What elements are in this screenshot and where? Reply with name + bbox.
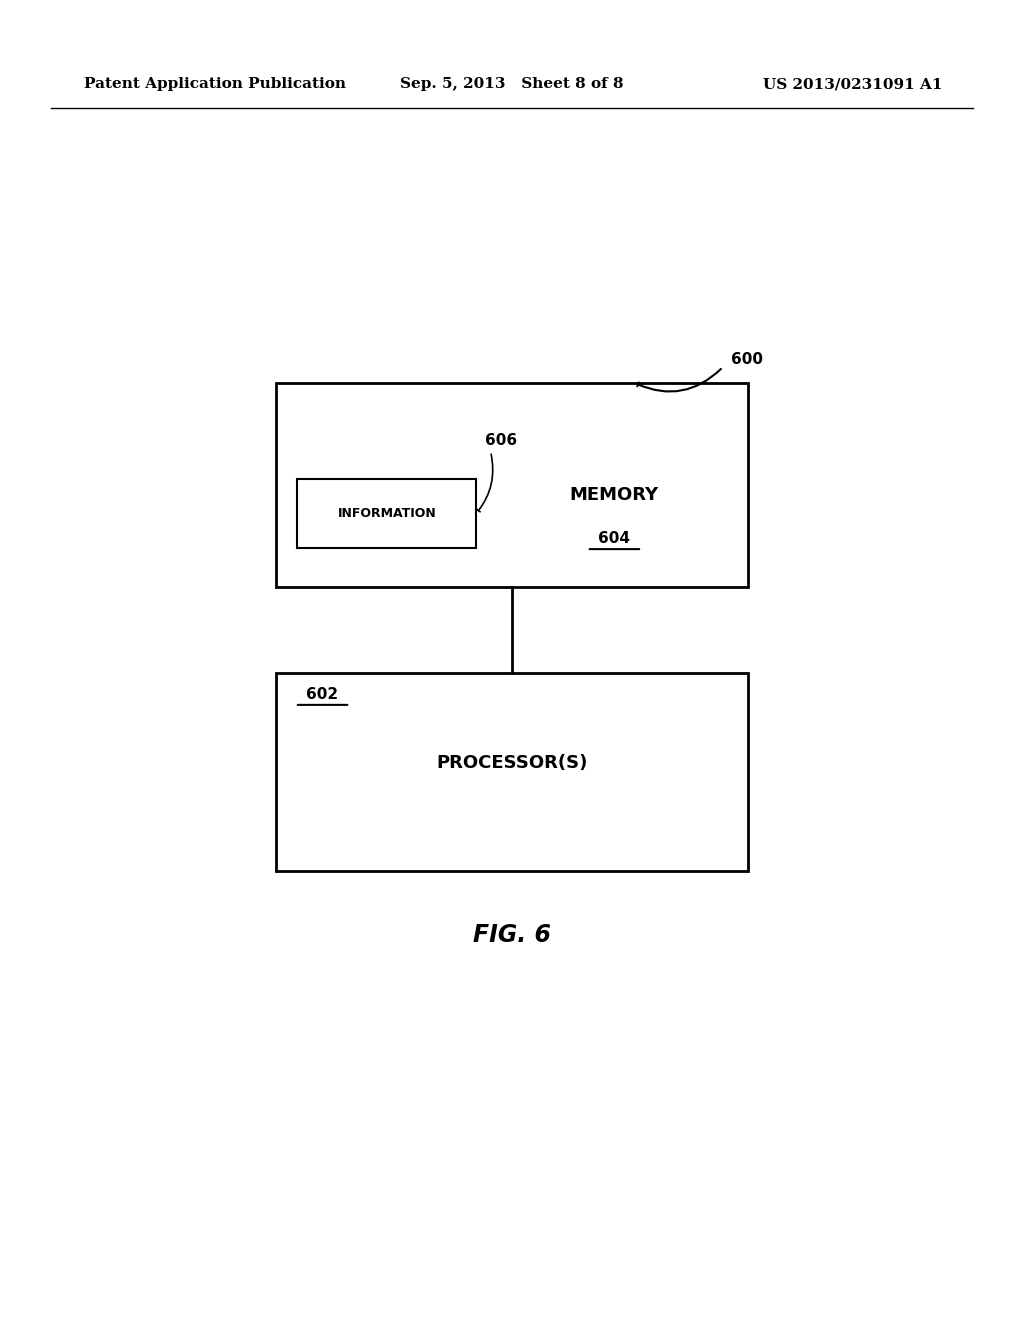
FancyBboxPatch shape [276,383,748,587]
Text: 600: 600 [731,351,763,367]
Text: FIG. 6: FIG. 6 [473,923,551,946]
Text: 606: 606 [485,433,517,449]
Text: 604: 604 [598,531,631,546]
Text: US 2013/0231091 A1: US 2013/0231091 A1 [763,78,942,91]
Text: INFORMATION: INFORMATION [338,507,436,520]
Text: 602: 602 [306,686,339,702]
Text: Sep. 5, 2013   Sheet 8 of 8: Sep. 5, 2013 Sheet 8 of 8 [400,78,624,91]
Text: PROCESSOR(S): PROCESSOR(S) [436,754,588,772]
FancyBboxPatch shape [297,479,476,548]
Text: MEMORY: MEMORY [569,486,659,504]
Text: Patent Application Publication: Patent Application Publication [84,78,346,91]
FancyBboxPatch shape [276,673,748,871]
